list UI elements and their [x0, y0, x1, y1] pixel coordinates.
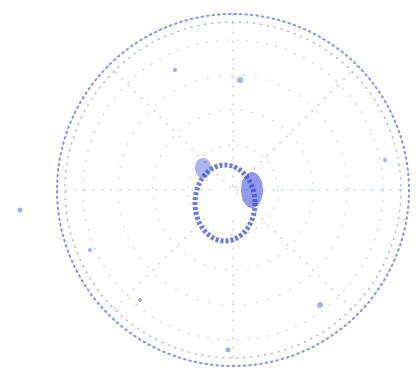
- center-cluster: [192, 158, 263, 244]
- cluster-hole: [206, 185, 238, 225]
- ring: [82, 39, 384, 341]
- cluster-blob: [195, 158, 211, 178]
- dot: [225, 347, 231, 353]
- outer-ring: [56, 13, 410, 367]
- ring: [64, 21, 402, 359]
- ring: [187, 144, 279, 236]
- dot: [237, 77, 243, 83]
- ring: [117, 74, 349, 306]
- ring: [152, 109, 314, 271]
- dot: [138, 298, 142, 302]
- cluster-blob: [241, 172, 263, 208]
- dot: [383, 158, 387, 162]
- dot: [173, 68, 177, 72]
- scattered-dots: [17, 68, 387, 353]
- dot: [88, 248, 92, 252]
- dot: [17, 207, 23, 213]
- spokes: [56, 13, 410, 367]
- rings: [56, 13, 410, 367]
- dot: [317, 302, 323, 308]
